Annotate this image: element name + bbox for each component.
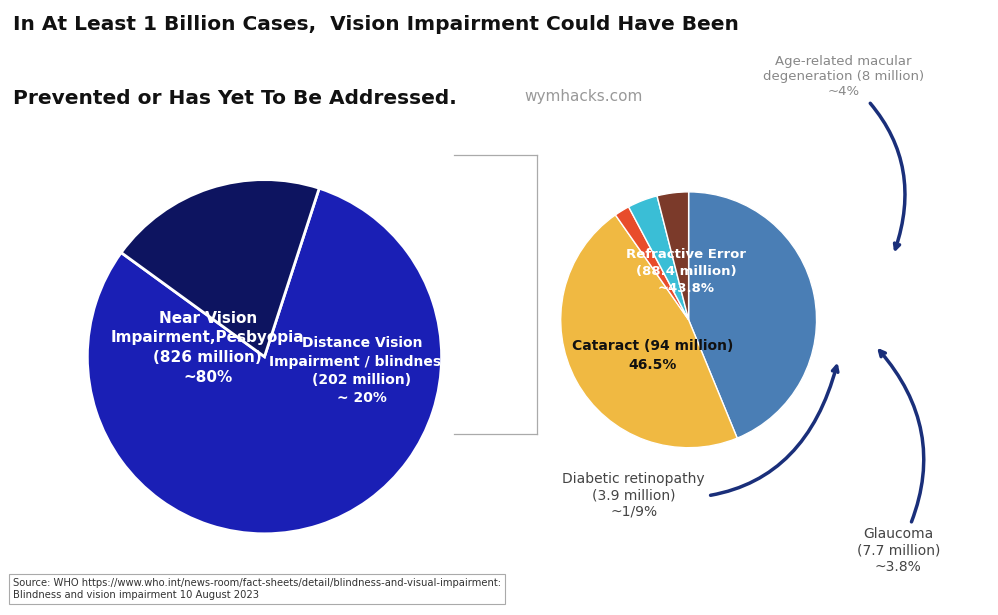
- Wedge shape: [616, 207, 689, 320]
- Text: Diabetic retinopathy
(3.9 million)
~1/9%: Diabetic retinopathy (3.9 million) ~1/9%: [563, 366, 838, 518]
- Text: Refractive Error
(88.4 million)
~43.8%: Refractive Error (88.4 million) ~43.8%: [626, 248, 747, 295]
- Text: Distance Vision
Impairment / blindness.
(202 million)
~ 20%: Distance Vision Impairment / blindness. …: [269, 336, 455, 405]
- Wedge shape: [561, 215, 738, 448]
- Text: Near Vision
Impairment,Pesbyopia
(826 million)
~80%: Near Vision Impairment,Pesbyopia (826 mi…: [111, 311, 304, 385]
- Text: Prevented or Has Yet To Be Addressed.: Prevented or Has Yet To Be Addressed.: [13, 89, 457, 108]
- Wedge shape: [629, 196, 689, 320]
- Text: Age-related macular
degeneration (8 million)
~4%: Age-related macular degeneration (8 mill…: [762, 55, 924, 249]
- Text: Glaucoma
(7.7 million)
~3.8%: Glaucoma (7.7 million) ~3.8%: [856, 351, 940, 574]
- Wedge shape: [121, 180, 319, 357]
- Text: In At Least 1 Billion Cases,  Vision Impairment Could Have Been: In At Least 1 Billion Cases, Vision Impa…: [13, 15, 739, 34]
- Wedge shape: [657, 192, 689, 320]
- Text: Source: WHO https://www.who.int/news-room/fact-sheets/detail/blindness-and-visua: Source: WHO https://www.who.int/news-roo…: [13, 578, 501, 600]
- Wedge shape: [689, 192, 816, 438]
- Wedge shape: [88, 188, 441, 534]
- Text: Cataract (94 million)
46.5%: Cataract (94 million) 46.5%: [572, 339, 734, 372]
- Text: wymhacks.com: wymhacks.com: [524, 89, 643, 104]
